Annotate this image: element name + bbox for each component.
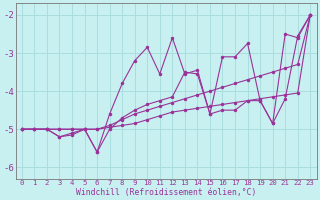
X-axis label: Windchill (Refroidissement éolien,°C): Windchill (Refroidissement éolien,°C): [76, 188, 256, 197]
